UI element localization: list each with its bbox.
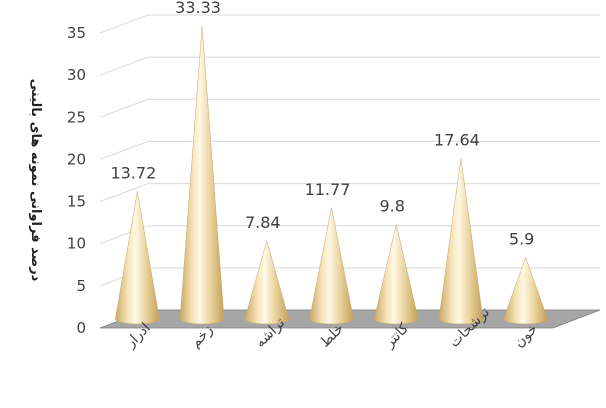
- cone-body: [115, 191, 160, 325]
- cone-body: [179, 26, 225, 325]
- data-label: 13.72: [110, 163, 156, 182]
- cone-bar: [373, 224, 419, 325]
- y-axis-title: درصد فراوانی نمونه های بالینی: [28, 79, 43, 282]
- cone-bar: [503, 256, 548, 325]
- gridline: [99, 14, 600, 34]
- gridlines: [99, 14, 600, 329]
- y-tick-label: 15: [67, 193, 86, 211]
- cone-body: [244, 239, 290, 325]
- gridline: [99, 225, 600, 245]
- gridline: [99, 183, 600, 203]
- cone-bar: [438, 158, 484, 325]
- y-tick-label: 30: [67, 66, 86, 84]
- cone-body: [373, 224, 419, 325]
- cone-body: [438, 158, 484, 325]
- y-tick-label: 25: [67, 108, 86, 126]
- y-tick-label: 5: [76, 277, 86, 295]
- cone-bar: [179, 26, 225, 325]
- cone-bar: [309, 207, 354, 325]
- data-labels: 13.72 33.33 7.84 11.77 9.8 17.64 5.9: [110, 0, 534, 248]
- gridline: [99, 56, 600, 76]
- y-tick-label: 35: [67, 24, 86, 42]
- cones: [115, 26, 548, 325]
- y-tick-label: 10: [67, 235, 86, 253]
- gridline: [99, 140, 600, 160]
- y-tick-label: 20: [67, 150, 86, 168]
- data-label: 9.8: [379, 196, 404, 215]
- y-axis: 0 5 10 15 20 25 30 35: [67, 24, 86, 337]
- data-label: 7.84: [245, 213, 281, 232]
- data-label: 5.9: [509, 229, 534, 248]
- cone-body: [503, 256, 548, 325]
- y-tick-label: 0: [76, 319, 86, 337]
- data-label: 17.64: [434, 130, 480, 149]
- data-label: 33.33: [175, 0, 221, 17]
- cone-bar: [244, 239, 290, 325]
- data-label: 11.77: [305, 180, 351, 199]
- gridline: [99, 98, 600, 118]
- cone-bar: [115, 191, 160, 325]
- cone-body: [309, 207, 354, 325]
